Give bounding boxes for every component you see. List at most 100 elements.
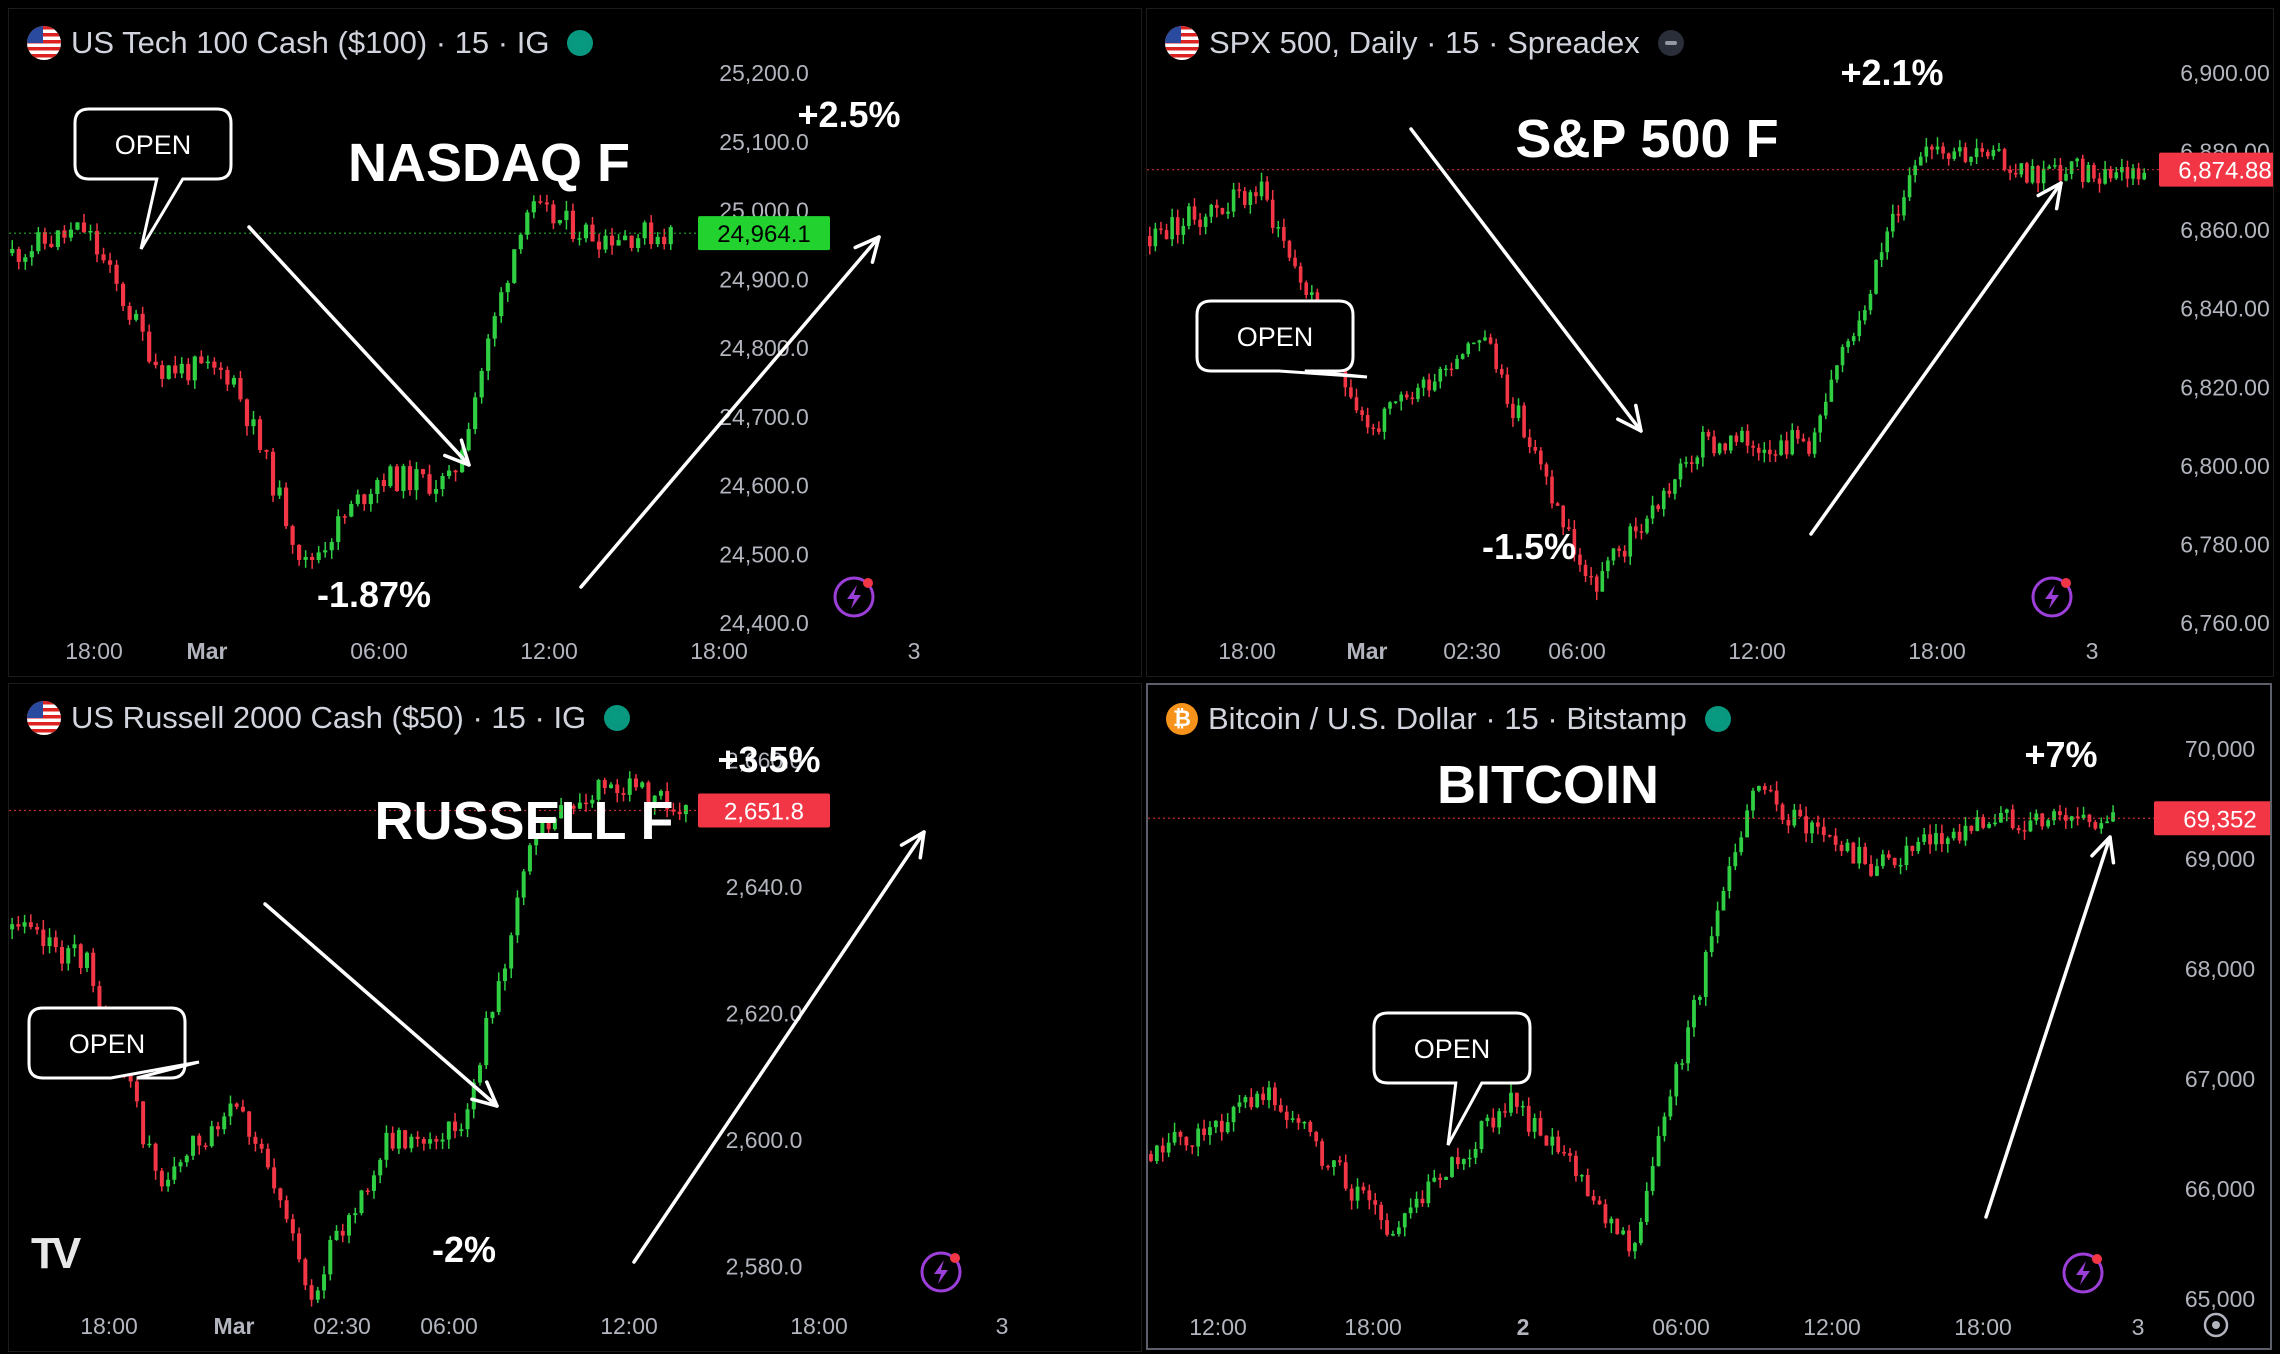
candle-body bbox=[1326, 1165, 1330, 1168]
candle-body bbox=[1739, 837, 1744, 853]
y-tick-label: 25,100.0 bbox=[719, 129, 809, 155]
open-callout-bubble bbox=[27, 1006, 200, 1080]
candle-body bbox=[10, 924, 15, 930]
candle-body bbox=[1526, 1105, 1531, 1132]
candle-body bbox=[1709, 936, 1714, 953]
candle-body bbox=[153, 1143, 158, 1171]
candle-body bbox=[179, 363, 184, 374]
candle-body bbox=[81, 222, 87, 233]
candle-body bbox=[1868, 293, 1873, 311]
candle-body bbox=[616, 240, 621, 246]
candle-body bbox=[1503, 1111, 1507, 1113]
candle-body bbox=[1846, 341, 1850, 348]
candle-body bbox=[1885, 231, 1890, 253]
us-flag-icon bbox=[1165, 26, 1199, 60]
candle-body bbox=[546, 821, 551, 830]
x-tick-label: 3 bbox=[908, 638, 921, 664]
chart-panel-nasdaq[interactable]: 25,200.0 25,100.0 25,000.0 24,900.0 24,800.0… bbox=[8, 8, 1142, 677]
open-callout-label: OPEN bbox=[1237, 322, 1314, 352]
candle-body bbox=[1420, 1198, 1425, 1204]
candle-body bbox=[222, 1116, 227, 1130]
candle-body bbox=[1600, 571, 1605, 592]
y-tick-label: 2,600.0 bbox=[726, 1127, 803, 1153]
candle-body bbox=[240, 1106, 245, 1112]
symbol-header[interactable]: US Tech 100 Cash ($100) · 15 · IG bbox=[27, 21, 594, 65]
market-open-icon[interactable] bbox=[567, 30, 594, 56]
candle-body bbox=[329, 541, 334, 551]
candle-body bbox=[571, 805, 576, 809]
candle-body bbox=[1818, 415, 1822, 433]
candle-body bbox=[72, 944, 77, 949]
candle-body bbox=[1466, 343, 1471, 355]
chart-panel-russell[interactable]: 2,660.0 2,640.0 2,620.0 2,600.0 2,580.0 18:00… bbox=[8, 683, 1142, 1352]
x-tick-label: Mar bbox=[187, 638, 228, 664]
market-open-icon[interactable] bbox=[604, 705, 631, 731]
x-tick-label: Mar bbox=[214, 1313, 255, 1339]
candle-body bbox=[1898, 865, 1903, 867]
chart-panel-spx[interactable]: 6,900.00 6,880.00 6,860.00 6,840.00 6,820.00… bbox=[1146, 8, 2274, 677]
candle-body bbox=[1779, 440, 1783, 455]
candle-body bbox=[197, 1135, 202, 1146]
candle-body bbox=[1432, 1177, 1437, 1182]
spx-chart[interactable]: 6,900.006,880.006,860.006,840.006,820.00… bbox=[1147, 9, 2273, 676]
candle-body bbox=[2028, 820, 2033, 832]
candle-body bbox=[2125, 167, 2130, 179]
candle-body bbox=[1388, 402, 1392, 409]
russell-chart[interactable]: 2,660.0 2,640.0 2,620.0 2,600.0 2,580.0 18:00… bbox=[9, 684, 1141, 1351]
candle-body bbox=[297, 544, 302, 560]
candle-body bbox=[127, 306, 132, 320]
tradingview-logo-icon[interactable]: TV bbox=[31, 1229, 81, 1278]
symbol-header[interactable]: SPX 500, Daily · 15 · Spreadex bbox=[1165, 21, 1684, 65]
candle-body bbox=[453, 1121, 458, 1132]
candle-body bbox=[1951, 831, 1956, 839]
bitcoin-chart[interactable]: 70,000 69,000 68,000 67,000 66,000 65,000 12:0… bbox=[1148, 685, 2272, 1350]
candle-body bbox=[1902, 197, 1906, 216]
nasdaq-chart[interactable]: 25,200.025,100.025,000.024,900.024,800.0… bbox=[9, 9, 1141, 676]
chart-title: S&P 500 F bbox=[1515, 109, 1778, 169]
candle-body bbox=[375, 480, 380, 494]
candle-body bbox=[2047, 166, 2052, 169]
candle-body bbox=[1181, 225, 1186, 235]
candle-body bbox=[683, 805, 688, 815]
candle-body bbox=[1851, 336, 1856, 342]
rally-percent-label: +2.5% bbox=[797, 94, 900, 135]
candle-body bbox=[1578, 554, 1582, 565]
candle-body bbox=[446, 470, 452, 476]
candle-body bbox=[512, 249, 517, 283]
candle-body bbox=[552, 818, 557, 830]
candle-body bbox=[1226, 211, 1230, 214]
last-price-tag bbox=[2154, 801, 2270, 836]
candle-body bbox=[253, 1136, 258, 1144]
candle-body bbox=[1840, 347, 1845, 366]
symbol-header[interactable]: ₿ Bitcoin / U.S. Dollar · 15 · Bitstamp bbox=[1166, 697, 1731, 741]
symbol-header[interactable]: US Russell 2000 Cash ($50) · 15 · IG bbox=[27, 696, 631, 740]
decline-percent-label: -1.5% bbox=[1482, 526, 1576, 567]
candle-body bbox=[1987, 823, 1991, 828]
last-price-label: 2,651.8 bbox=[724, 798, 804, 825]
x-tick-label: 12:00 bbox=[520, 638, 578, 664]
candle-body bbox=[371, 1175, 376, 1191]
candle-body bbox=[1913, 165, 1917, 176]
candle-body bbox=[78, 944, 83, 968]
candle-body bbox=[1728, 435, 1733, 451]
market-closed-icon[interactable] bbox=[1657, 30, 1684, 56]
candle-body bbox=[342, 516, 347, 518]
chart-panel-bitcoin[interactable]: 70,000 69,000 68,000 67,000 66,000 65,000 12:0… bbox=[1146, 683, 2272, 1350]
candle-body bbox=[570, 210, 576, 240]
candle-body bbox=[1606, 560, 1610, 572]
candle-body bbox=[205, 361, 210, 364]
y-tick-label: 6,800.00 bbox=[2180, 453, 2270, 479]
candle-body bbox=[2046, 820, 2051, 827]
candle-body bbox=[277, 487, 282, 496]
x-tick-label: 18:00 bbox=[1908, 638, 1966, 664]
candle-body bbox=[1918, 156, 1923, 166]
y-tick-label: 6,900.00 bbox=[2180, 60, 2270, 86]
candle-body bbox=[1505, 374, 1510, 404]
candle-body bbox=[1261, 1093, 1265, 1101]
x-tick-label: 12:00 bbox=[1189, 1314, 1247, 1340]
candle-body bbox=[544, 202, 549, 205]
notification-dot bbox=[2092, 1254, 2102, 1264]
candle-body bbox=[521, 871, 526, 898]
candle-body bbox=[1807, 441, 1811, 454]
market-open-icon[interactable] bbox=[1704, 706, 1731, 732]
